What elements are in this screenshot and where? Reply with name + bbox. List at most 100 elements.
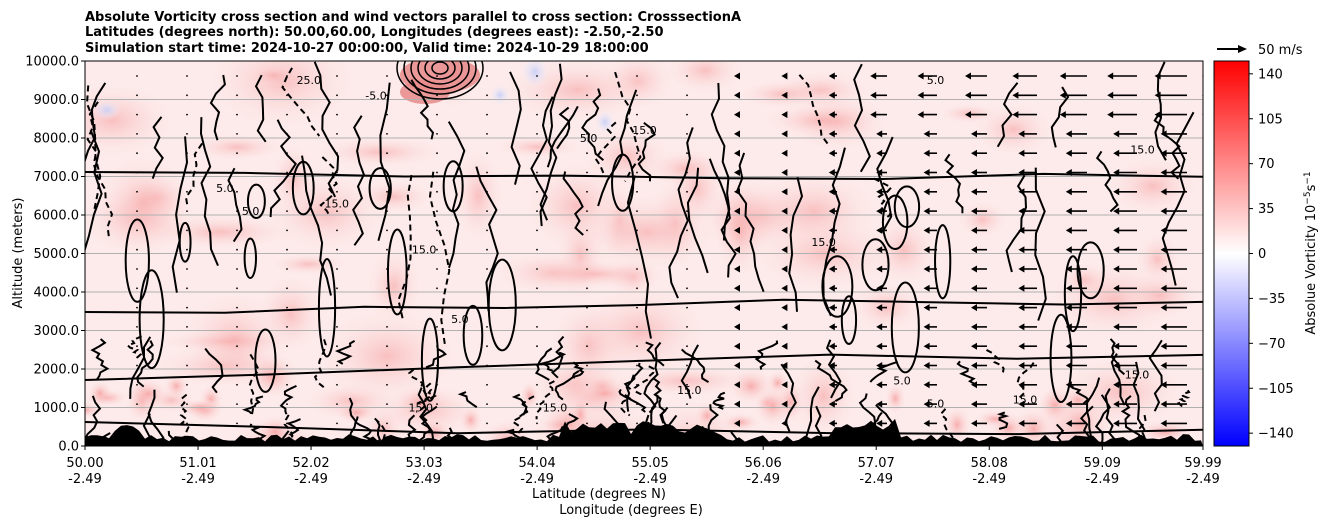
vorticity-contour-closed	[243, 237, 257, 280]
wind-vector-head	[1059, 91, 1066, 99]
wind-vector	[236, 133, 238, 135]
wind-vector	[436, 229, 438, 232]
wind-vector	[386, 190, 388, 193]
vorticity-shade-blob	[190, 133, 285, 161]
vorticity-contour-line	[142, 413, 152, 446]
wind-vector-head	[1012, 91, 1019, 99]
wind-vector	[636, 268, 638, 270]
wind-vector	[536, 152, 538, 155]
wind-vector-head	[1160, 265, 1167, 273]
vorticity-shade-blob	[245, 353, 299, 400]
wind-vector	[286, 171, 288, 174]
wind-vector	[186, 133, 188, 135]
vorticity-contour-line	[227, 167, 243, 243]
wind-vector	[636, 345, 638, 348]
wind-vector	[536, 248, 538, 251]
wind-vector	[236, 383, 238, 386]
wind-vector-head	[781, 381, 788, 389]
wind-vector-head	[1018, 342, 1025, 350]
vorticity-contour-closed	[1049, 313, 1073, 404]
wind-vector-head	[734, 381, 740, 389]
wind-vector-head	[971, 362, 977, 369]
wind-vector-head	[923, 188, 930, 196]
wind-vector-head	[971, 188, 977, 196]
wind-vector	[336, 287, 338, 290]
wind-vector	[286, 210, 288, 213]
vorticity-contour-line	[1161, 111, 1195, 286]
colorbar-label-exp1: −5	[1303, 191, 1313, 204]
vorticity-contour-line	[562, 171, 584, 236]
vorticity-contour-line	[788, 176, 804, 312]
x-axis-label-latitude: Latitude (degrees N)	[532, 487, 666, 502]
wind-vector	[336, 133, 338, 135]
wind-vector	[136, 190, 138, 193]
wind-vector	[286, 94, 288, 97]
vorticity-contour-line	[1110, 353, 1126, 406]
wind-vector	[186, 422, 188, 425]
wind-vector-head	[971, 419, 977, 427]
vorticity-shade-blob	[354, 180, 433, 214]
wind-vector	[436, 248, 438, 251]
wind-vector	[236, 345, 238, 348]
wind-vector-head	[1018, 130, 1025, 138]
wind-vector-head	[734, 419, 740, 427]
wind-vector	[536, 171, 538, 174]
wind-vector	[486, 403, 488, 405]
wind-vector	[586, 152, 588, 155]
wind-vector-head	[828, 72, 835, 80]
wind-vector-head	[1208, 323, 1214, 330]
wind-vector-head	[1018, 265, 1025, 273]
wind-vector-head	[1018, 284, 1025, 292]
wind-vector	[136, 422, 138, 425]
wind-vector	[686, 422, 688, 425]
wind-vector-head	[1160, 342, 1167, 350]
wind-vector	[386, 268, 388, 270]
vorticity-contour-line	[509, 71, 522, 185]
wind-vector-head	[781, 265, 788, 273]
wind-vector	[636, 306, 638, 309]
wind-vector	[586, 287, 588, 290]
wind-vector-head	[1160, 400, 1167, 408]
vorticity-shade-blob	[334, 401, 378, 424]
wind-vector	[486, 248, 488, 251]
vorticity-contour-closed	[611, 153, 635, 212]
vorticity-shade-negative	[93, 100, 121, 120]
wind-vector-head	[1065, 226, 1072, 234]
wind-vector	[686, 133, 688, 135]
wind-vector	[586, 326, 588, 328]
wind-vector-head	[1065, 284, 1072, 292]
wind-vector-head	[1208, 169, 1214, 176]
vorticity-contour-line	[623, 362, 644, 390]
wind-vector	[136, 364, 138, 367]
wind-vector-head	[781, 304, 788, 312]
wind-vector	[386, 210, 388, 213]
wind-vector-head	[734, 91, 740, 99]
wind-vector-head	[917, 111, 924, 119]
vorticity-contour-line	[754, 340, 779, 370]
x-tick-label-longitude: -2.49	[746, 472, 780, 487]
y-tick-label: 1000.0	[34, 401, 80, 416]
wind-vector	[386, 403, 388, 405]
wind-vector	[536, 287, 538, 290]
colorbar-tick-label: 70	[1258, 157, 1275, 172]
wind-vector-head	[965, 72, 971, 80]
wind-vector	[386, 345, 388, 348]
wind-vector-head	[1012, 111, 1019, 119]
vorticity-shade-blob	[972, 102, 1054, 157]
wind-vector-head	[1113, 188, 1120, 196]
vorticity-contour-closed	[424, 61, 456, 80]
vorticity-contour-line	[1050, 86, 1070, 148]
wind-vector	[486, 152, 488, 155]
vorticity-shade-blob	[753, 385, 793, 428]
vorticity-shade-blob	[87, 380, 113, 407]
vorticity-contour-line	[637, 122, 656, 182]
wind-vector-head	[1018, 169, 1025, 176]
wind-vector	[436, 403, 438, 405]
wind-vector-head	[734, 304, 740, 312]
vorticity-contour-line	[680, 348, 710, 383]
wind-vector	[686, 326, 688, 328]
wind-vector	[336, 364, 338, 367]
vorticity-contour-line	[241, 395, 264, 415]
contour-label: 5.0	[242, 205, 260, 218]
wind-vector	[636, 94, 638, 97]
